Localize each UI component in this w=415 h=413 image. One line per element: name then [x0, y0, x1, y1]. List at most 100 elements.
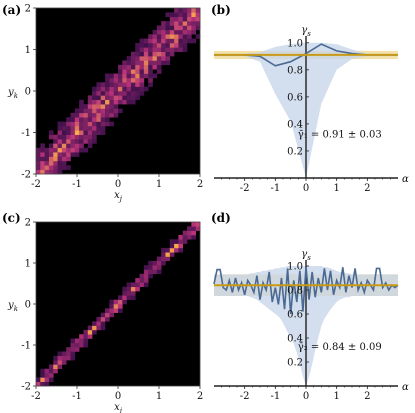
heatmap-cell: [135, 282, 140, 288]
heatmap-cell: [100, 112, 106, 118]
heatmap-cell: [174, 8, 179, 13]
heatmap-cell: [118, 64, 123, 70]
heatmap-cell: [100, 108, 106, 114]
heatmap-cell: [143, 51, 149, 57]
heatmap-cell: [148, 265, 153, 270]
heatmap-cell: [165, 29, 171, 35]
heatmap-cell: [53, 364, 58, 370]
heatmap-cell: [174, 12, 179, 18]
heatmap-cell: [44, 373, 50, 378]
heatmap-cell: [57, 152, 63, 157]
heatmap-cell: [105, 312, 110, 318]
heatmap-cell: [152, 64, 158, 70]
x-tick-label: 0: [115, 179, 121, 190]
heatmap-cell: [174, 21, 179, 26]
heatmap-cell: [100, 325, 106, 331]
heatmap-cell: [113, 99, 119, 105]
heatmap-cell: [143, 56, 149, 61]
heatmap-cell: [44, 165, 50, 170]
heatmap-cell: [100, 121, 106, 127]
heatmap-cell: [48, 377, 54, 382]
x-tick-label: 1: [333, 183, 339, 194]
heatmap-cell: [161, 34, 166, 39]
heatmap-cell: [109, 95, 114, 101]
heatmap-cell: [139, 77, 145, 83]
heatmap-cell: [191, 16, 196, 22]
heatmap-cell: [70, 117, 76, 122]
heatmap-cell: [87, 325, 93, 331]
heatmap-cell: [61, 355, 67, 361]
heatmap-cell: [135, 82, 140, 87]
heatmap-cell: [156, 265, 162, 270]
heatmap-cell: [178, 8, 184, 13]
y-tick-label: 0.2: [287, 358, 303, 369]
heatmap-cell: [36, 165, 41, 170]
heatmap-cell: [161, 60, 166, 66]
heatmap-cell: [169, 25, 175, 31]
heatmap-cell: [139, 56, 145, 61]
heatmap-cell: [96, 108, 102, 114]
heatmap-cell: [126, 82, 132, 87]
heatmap-cell: [187, 230, 192, 236]
y-tick-label: 1.0: [287, 38, 303, 49]
heatmap-cell: [100, 130, 106, 135]
heatmap-cell: [87, 104, 93, 109]
heatmap-cell: [165, 38, 171, 44]
heatmap-cell: [48, 160, 54, 166]
heatmap-cell: [122, 73, 127, 79]
heatmap-cell: [195, 16, 201, 22]
heatmap-cell: [174, 243, 179, 249]
heatmap-cell: [165, 60, 171, 66]
heatmap-cell: [74, 143, 80, 149]
x-tick-label: -2: [31, 391, 41, 402]
heatmap-cell: [182, 8, 188, 13]
heatmap-cell: [178, 42, 184, 48]
heatmap-cell: [70, 147, 76, 153]
heatmap-cell: [118, 91, 123, 96]
heatmap-cell: [182, 42, 188, 48]
heatmap-cell: [113, 77, 119, 83]
heatmap-cell: [122, 60, 127, 66]
heatmap-cell: [74, 117, 80, 122]
heatmap-cell: [135, 278, 140, 283]
heatmap-cell: [156, 25, 162, 31]
heatmap-cell: [165, 252, 171, 257]
heatmap-cell: [66, 121, 71, 127]
heatmap-cell: [122, 91, 127, 96]
heatmap-cell: [143, 265, 149, 270]
x-tick-label: -2: [31, 179, 41, 190]
heatmap-cell: [143, 69, 149, 74]
x-tick-label: -1: [72, 391, 82, 402]
heatmap-cell: [148, 64, 153, 70]
heatmap-cell: [191, 38, 196, 44]
heatmap-cell: [178, 239, 184, 244]
heatmap-cell: [92, 139, 97, 144]
heatmap-cell: [135, 47, 140, 52]
heatmap-cell: [74, 338, 80, 344]
heatmap-cell: [113, 308, 119, 313]
heatmap-cell: [191, 25, 196, 31]
heatmap-cell: [130, 56, 136, 61]
heatmap-cell: [161, 56, 166, 61]
heatmap-cell: [44, 368, 50, 374]
heatmap-cell: [83, 117, 89, 122]
heatmap-cell: [126, 60, 132, 66]
heatmap-cell: [96, 104, 102, 109]
heatmap-cell: [182, 16, 188, 22]
heatmap-cell: [44, 377, 50, 382]
heatmap-cell: [109, 77, 114, 83]
heatmap-cell: [66, 117, 71, 122]
heatmap-cell: [57, 147, 63, 153]
heatmap-cell: [148, 56, 153, 61]
heatmap-cell: [135, 42, 140, 48]
x-tick-label: 2: [197, 391, 203, 402]
heatmap-panel-a: -2 -1 0 1 2 2 1 0 -1 -2 xj yk: [7, 4, 203, 204]
heatmap-cell: [122, 82, 127, 87]
series-line: [213, 267, 399, 315]
heatmap-cell: [36, 152, 41, 157]
heatmap-cell: [118, 69, 123, 74]
heatmap-cell: [122, 77, 127, 83]
heatmap-cell: [92, 112, 97, 118]
heatmap-cell: [36, 169, 41, 175]
heatmap-cell: [165, 247, 171, 253]
